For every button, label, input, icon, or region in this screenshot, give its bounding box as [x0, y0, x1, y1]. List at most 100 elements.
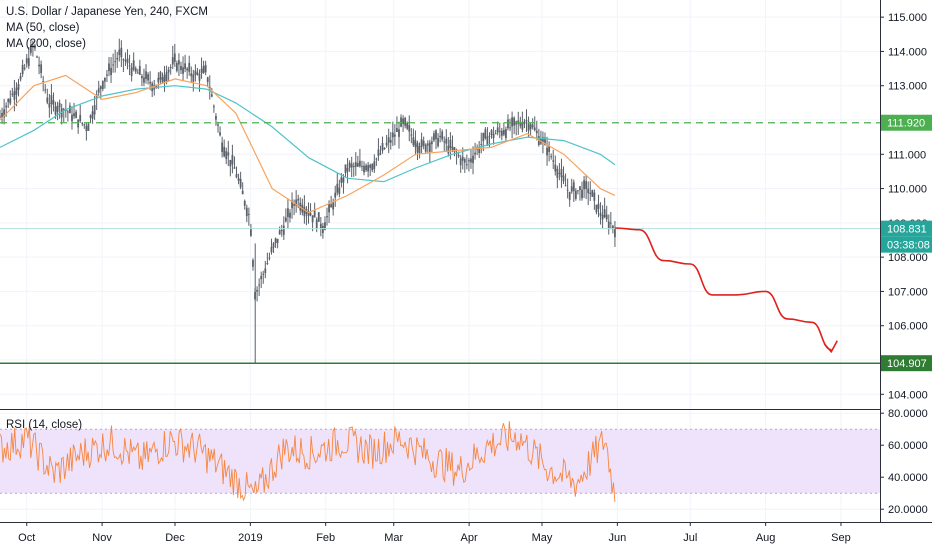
candle-body	[359, 160, 361, 167]
candle-body	[32, 45, 34, 48]
candle-body	[130, 67, 133, 76]
candle-body	[381, 142, 384, 151]
candle-body	[340, 177, 343, 183]
candle-body	[408, 125, 411, 132]
candle-body	[342, 177, 345, 183]
candle-body	[145, 71, 147, 79]
candle-body	[420, 139, 423, 147]
candle-body	[416, 143, 419, 153]
rsi-legend: RSI (14, close)	[6, 419, 83, 431]
candle-body	[212, 106, 215, 108]
candle-body	[252, 260, 254, 267]
candle-body	[243, 200, 246, 206]
candle-body	[266, 263, 269, 265]
candle-body	[465, 164, 468, 166]
candle-body	[607, 221, 610, 229]
candle-body	[570, 186, 573, 192]
candle-body	[505, 129, 507, 139]
ma50-legend: MA (50, close)	[6, 22, 80, 34]
candle-body	[219, 132, 221, 136]
candle-body	[175, 63, 178, 71]
candle-body	[492, 134, 495, 139]
candle-body	[270, 246, 273, 253]
candle-body	[289, 212, 291, 218]
candle-body	[25, 58, 28, 64]
candle-body	[239, 178, 242, 188]
candle-body	[352, 165, 355, 168]
ma200-line	[0, 85, 616, 183]
time-tick-label: May	[532, 532, 553, 544]
candle-body	[472, 155, 474, 164]
candle-body	[330, 204, 333, 208]
candle-body	[474, 152, 476, 155]
price-tick-label: 111.000	[888, 149, 926, 161]
candle-body	[494, 133, 497, 135]
rsi-tick-label: 20.0000	[888, 504, 928, 516]
candle-body	[143, 77, 145, 83]
candle-body	[398, 129, 400, 137]
candle-body	[338, 187, 341, 194]
candle-body	[336, 183, 339, 193]
candle-body	[235, 173, 238, 178]
candle-body	[346, 168, 349, 172]
candle-body	[535, 130, 538, 134]
candle-body	[400, 117, 402, 127]
candle-body	[418, 146, 421, 154]
candle-body	[62, 108, 65, 111]
price-tick-label: 113.000	[888, 81, 927, 93]
candle-body	[112, 64, 115, 66]
candle-body	[245, 207, 248, 217]
candle-body	[93, 105, 96, 115]
candle-body	[404, 117, 407, 126]
candle-body	[180, 65, 182, 71]
candle-body	[134, 68, 137, 72]
candle-body	[319, 223, 322, 229]
candle-body	[375, 158, 378, 160]
candle-body	[186, 68, 189, 71]
candle-body	[124, 60, 127, 62]
candle-body	[317, 212, 320, 222]
candle-body	[597, 203, 600, 209]
candle-body	[441, 131, 444, 140]
candle-body	[284, 217, 287, 222]
candle-body	[396, 128, 398, 132]
candle-body	[44, 89, 47, 91]
candle-body	[21, 64, 24, 75]
candle-body	[71, 114, 73, 122]
candle-body	[169, 67, 172, 69]
candle-body	[324, 222, 326, 230]
candle-body	[523, 121, 526, 125]
rsi-tick-label: 80.0000	[888, 408, 928, 420]
candle-body	[157, 77, 160, 83]
candle-body	[81, 122, 84, 124]
candle-body	[268, 257, 271, 259]
candle-body	[108, 63, 110, 72]
candle-body	[609, 222, 612, 224]
countdown-tag: 03:38:08	[881, 236, 932, 253]
candle-body	[247, 213, 250, 215]
candle-body	[276, 238, 279, 243]
time-tick-label: Apr	[461, 532, 478, 544]
candle-body	[233, 167, 236, 169]
candle-body	[198, 74, 201, 81]
candle-body	[227, 152, 230, 156]
candle-body	[439, 135, 442, 138]
rsi-tick-label: 60.0000	[888, 440, 928, 452]
price-axis-ticks: 115.000114.000113.000112.000111.000110.0…	[880, 12, 928, 401]
candle-body	[101, 81, 104, 89]
time-tick-label: Dec	[165, 532, 185, 544]
candle-body	[116, 57, 119, 60]
candle-body	[428, 142, 431, 152]
candle-body	[192, 74, 195, 82]
candle-body	[15, 87, 18, 95]
candle-body	[579, 186, 581, 191]
candle-body	[542, 137, 544, 142]
candle-body	[354, 162, 357, 167]
candle-body	[128, 65, 131, 67]
ma50-line	[0, 74, 616, 214]
candle-body	[529, 124, 532, 130]
candle-body	[50, 95, 53, 104]
candle-body	[138, 65, 141, 75]
candle-body	[562, 175, 565, 182]
